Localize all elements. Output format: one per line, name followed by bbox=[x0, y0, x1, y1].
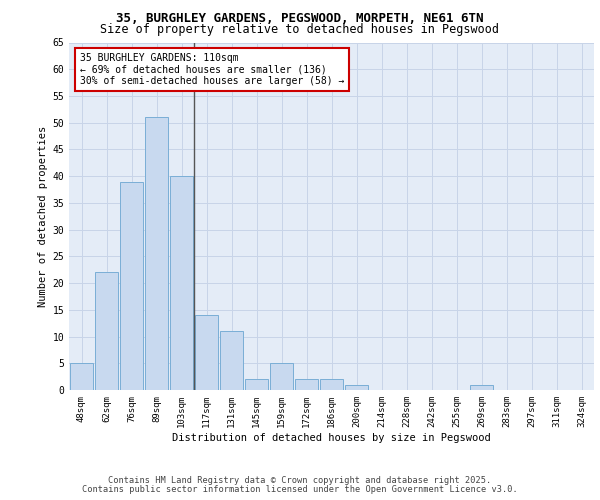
X-axis label: Distribution of detached houses by size in Pegswood: Distribution of detached houses by size … bbox=[172, 432, 491, 442]
Bar bbox=[245, 380, 268, 390]
Bar bbox=[70, 364, 93, 390]
Text: Size of property relative to detached houses in Pegswood: Size of property relative to detached ho… bbox=[101, 22, 499, 36]
Bar bbox=[170, 176, 193, 390]
Bar bbox=[320, 380, 343, 390]
Bar bbox=[145, 118, 168, 390]
Text: Contains public sector information licensed under the Open Government Licence v3: Contains public sector information licen… bbox=[82, 485, 518, 494]
Bar bbox=[195, 315, 218, 390]
Y-axis label: Number of detached properties: Number of detached properties bbox=[38, 126, 48, 307]
Bar bbox=[120, 182, 143, 390]
Bar bbox=[270, 364, 293, 390]
Bar bbox=[95, 272, 118, 390]
Text: 35 BURGHLEY GARDENS: 110sqm
← 69% of detached houses are smaller (136)
30% of se: 35 BURGHLEY GARDENS: 110sqm ← 69% of det… bbox=[79, 53, 344, 86]
Bar bbox=[295, 380, 318, 390]
Text: Contains HM Land Registry data © Crown copyright and database right 2025.: Contains HM Land Registry data © Crown c… bbox=[109, 476, 491, 485]
Bar bbox=[345, 384, 368, 390]
Text: 35, BURGHLEY GARDENS, PEGSWOOD, MORPETH, NE61 6TN: 35, BURGHLEY GARDENS, PEGSWOOD, MORPETH,… bbox=[116, 12, 484, 26]
Bar bbox=[220, 331, 243, 390]
Bar bbox=[470, 384, 493, 390]
